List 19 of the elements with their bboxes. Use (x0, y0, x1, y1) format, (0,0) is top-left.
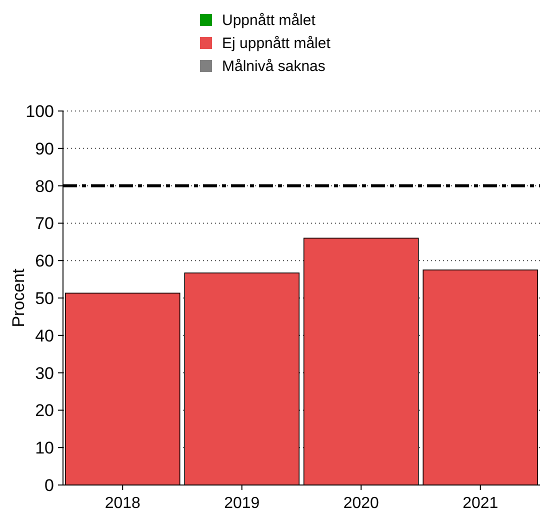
y-tick-label: 0 (44, 476, 54, 495)
legend-label: Målnivå saknas (222, 58, 326, 75)
y-tick-label: 70 (35, 214, 54, 234)
x-tick-label: 2020 (343, 495, 380, 512)
y-tick-label: 90 (35, 139, 54, 158)
text: Ej uppnått målet (222, 35, 332, 52)
y-tick-label: 10 (35, 438, 54, 458)
y-tick-label: 50 (35, 288, 54, 308)
y-tick-label: 40 (35, 326, 54, 346)
y-tick-label: 30 (35, 364, 54, 383)
y-tick-label: 80 (35, 176, 54, 196)
x-tick-label: 2021 (462, 495, 498, 512)
legend-label: Uppnått målet (222, 12, 316, 29)
y-tick-label: 60 (35, 252, 54, 271)
y-tick-label: 20 (35, 401, 54, 420)
x-tick-label: 2019 (224, 495, 260, 512)
y-axis-title: Procent (9, 268, 28, 328)
x-tick-label: 2018 (104, 495, 141, 512)
y-tick-label: 100 (26, 102, 54, 121)
